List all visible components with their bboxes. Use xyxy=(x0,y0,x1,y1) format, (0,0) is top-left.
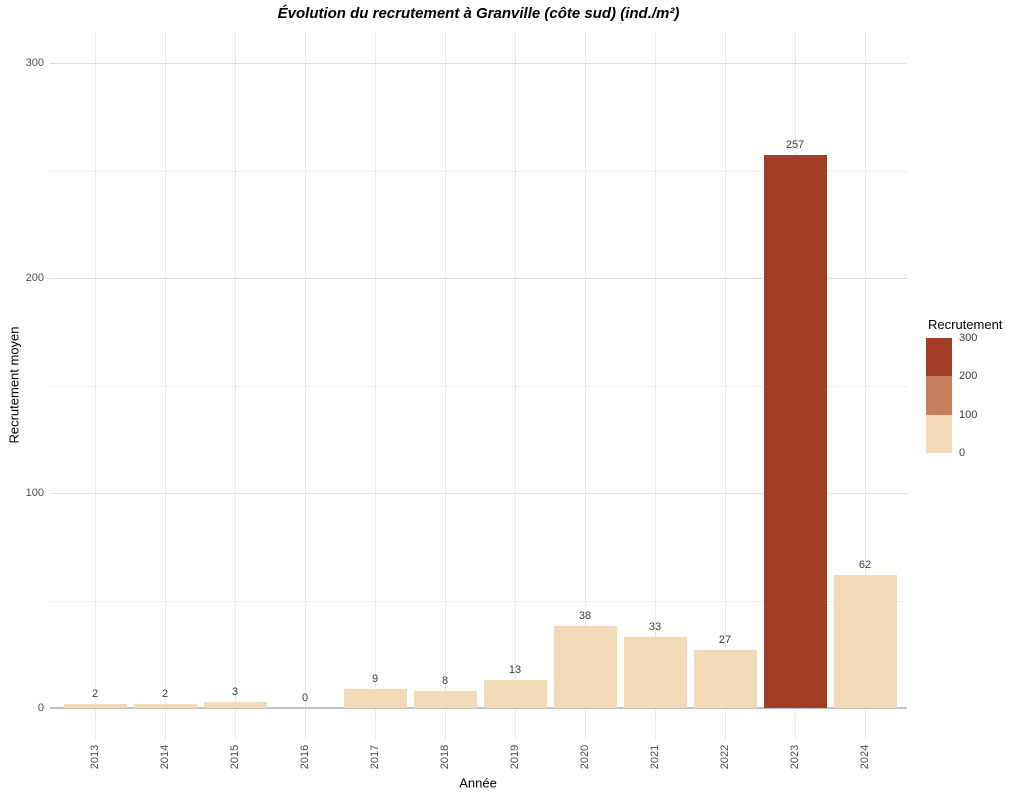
y-axis-tick-label: 0 xyxy=(37,702,44,714)
bar-2015 xyxy=(203,702,267,708)
bar-value-label: 27 xyxy=(718,634,732,646)
y-axis-tick-label: 200 xyxy=(25,272,44,284)
x-axis-tick-label: 2020 xyxy=(579,744,591,770)
legend-colorbar-band xyxy=(926,376,952,416)
bar-value-label: 9 xyxy=(371,673,379,685)
bar-2014 xyxy=(133,704,197,708)
bar-value-label: 33 xyxy=(648,621,662,633)
legend-colorbar-band xyxy=(926,338,952,377)
x-axis-tick-label: 2022 xyxy=(719,744,731,770)
chart-title: Évolution du recrutement à Granville (cô… xyxy=(277,5,680,22)
bar-2013 xyxy=(63,704,127,708)
x-axis-tick-label: 2019 xyxy=(509,744,521,770)
y-axis-title: Recrutement moyen xyxy=(6,326,22,444)
x-axis-tick-label: 2015 xyxy=(229,744,241,770)
gridline-minor xyxy=(50,171,907,172)
gridline-minor xyxy=(50,386,907,387)
gridline-minor xyxy=(50,601,907,602)
legend-tick-label: 200 xyxy=(959,370,978,383)
x-axis-tick-label: 2021 xyxy=(649,744,661,770)
bar-value-label: 0 xyxy=(301,692,309,704)
bar-2018 xyxy=(413,691,477,708)
bar-value-label: 8 xyxy=(441,675,449,687)
bar-value-label: 3 xyxy=(231,686,239,698)
gridline-major xyxy=(50,278,907,279)
gridline-major xyxy=(50,493,907,494)
bar-2021 xyxy=(623,637,687,708)
y-axis-tick-label: 300 xyxy=(25,57,44,69)
bar-value-label: 257 xyxy=(785,139,805,151)
bar-2017 xyxy=(343,689,407,708)
y-axis-tick-label: 100 xyxy=(25,487,44,499)
x-axis-title: Année xyxy=(459,775,497,791)
bar-2023 xyxy=(763,155,827,708)
x-axis-tick-label: 2014 xyxy=(159,744,171,770)
bar-value-label: 2 xyxy=(91,688,99,700)
legend-tick-label: 300 xyxy=(959,332,978,344)
x-axis-tick-label: 2017 xyxy=(369,744,381,770)
x-axis-tick-label: 2024 xyxy=(859,744,871,770)
bar-value-label: 38 xyxy=(578,610,592,622)
gridline-major xyxy=(50,63,907,64)
legend-tick-label: 0 xyxy=(959,446,966,459)
x-axis-tick-label: 2023 xyxy=(789,744,801,770)
bar-2020 xyxy=(553,626,617,708)
bar-value-label: 13 xyxy=(508,664,522,676)
legend-colorbar-band xyxy=(926,414,952,454)
bar-value-label: 62 xyxy=(858,559,872,571)
legend-tick-label: 100 xyxy=(959,408,978,421)
bar-2024 xyxy=(833,575,897,708)
x-axis-line xyxy=(50,707,907,709)
legend-title: Recrutement xyxy=(928,317,1003,332)
bar-2019 xyxy=(483,680,547,708)
bar-value-label: 2 xyxy=(161,688,169,700)
x-axis-tick-label: 2018 xyxy=(439,744,451,770)
x-axis-tick-label: 2016 xyxy=(299,744,311,770)
x-axis-tick-label: 2013 xyxy=(89,744,101,770)
bar-2022 xyxy=(693,650,757,708)
